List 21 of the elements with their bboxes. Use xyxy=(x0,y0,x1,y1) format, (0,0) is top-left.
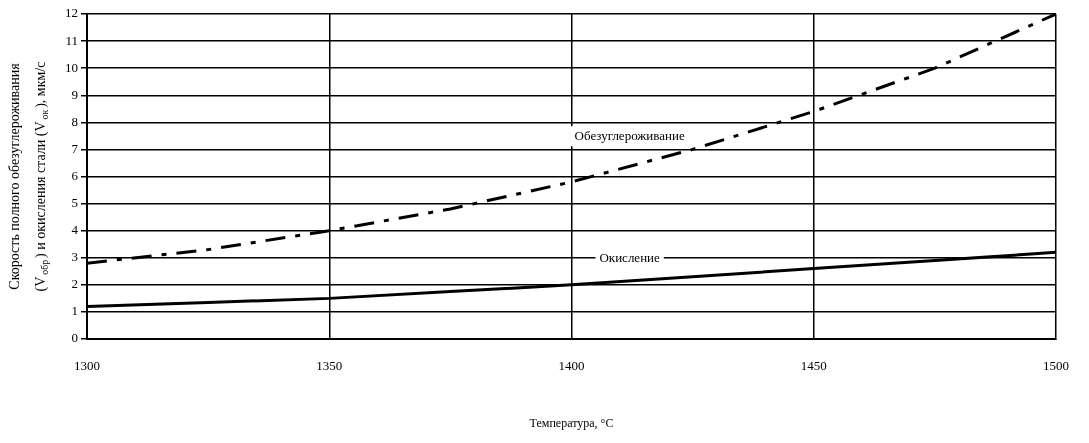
y-tick-label: 12 xyxy=(65,5,78,21)
x-tick-label: 1500 xyxy=(1043,358,1069,374)
y-tick-label: 3 xyxy=(71,249,78,265)
y-tick-label: 0 xyxy=(71,330,78,346)
y-tick-label: 9 xyxy=(71,86,78,102)
series-label: Обезуглероживание xyxy=(574,127,685,143)
y-tick-label: 2 xyxy=(71,276,78,292)
y-tick-label: 5 xyxy=(71,195,78,211)
y-tick-label: 4 xyxy=(71,222,79,238)
y-tick-label: 8 xyxy=(71,113,78,129)
x-axis-title: Температура, °C xyxy=(529,415,614,430)
x-tick-label: 1350 xyxy=(316,358,343,374)
y-tick-label: 6 xyxy=(71,167,79,183)
y-tick-label: 7 xyxy=(71,140,79,156)
y-tick-label: 11 xyxy=(65,32,78,48)
x-tick-label: 1300 xyxy=(74,358,100,374)
y-tick-label: 10 xyxy=(65,59,78,75)
x-tick-label: 1450 xyxy=(800,358,827,374)
y-tick-label: 1 xyxy=(71,303,78,319)
x-tick-label: 1400 xyxy=(558,358,585,374)
series-label: Окисление xyxy=(599,250,661,266)
